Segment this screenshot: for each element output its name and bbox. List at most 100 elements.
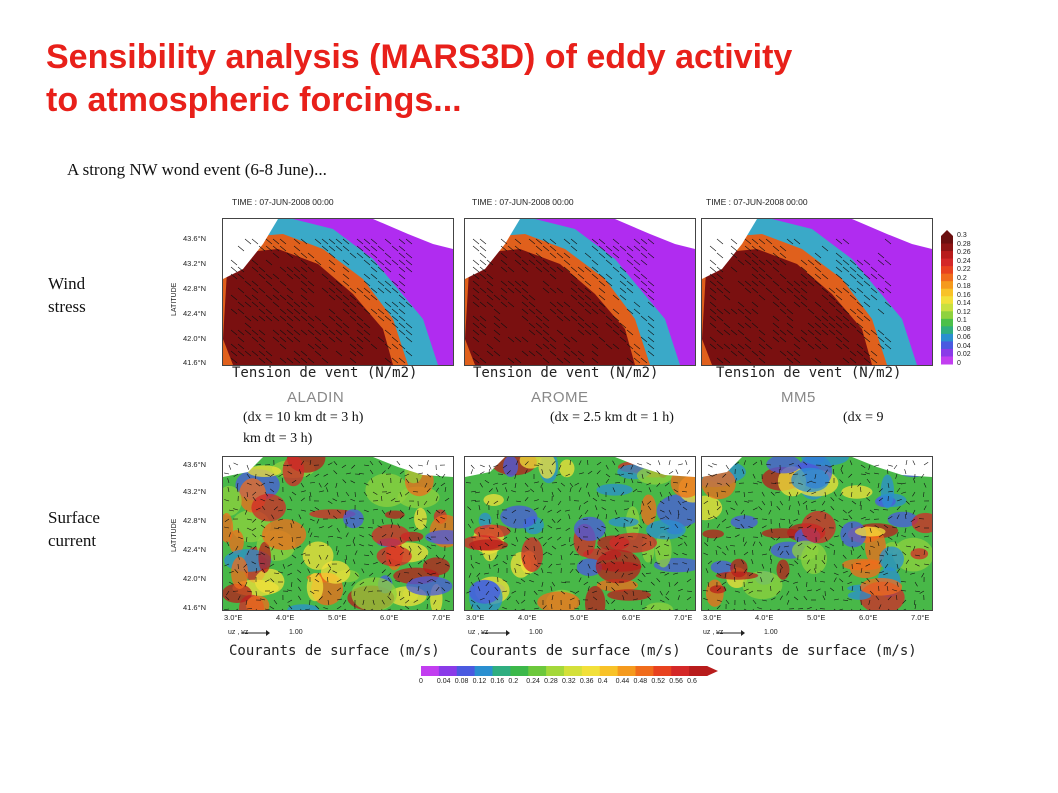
slide-title: Sensibility analysis (MARS3D) of eddy ac… bbox=[46, 36, 1036, 122]
surface-current-field bbox=[223, 457, 453, 610]
wind-caption-mm5: Tension de vent (N/m2) bbox=[716, 365, 902, 381]
colorbar-swatch bbox=[941, 288, 953, 297]
slide-subtitle: A strong NW wond event (6-8 June)... bbox=[67, 160, 327, 179]
current-caption-mm5: Courants de surface (m/s) bbox=[706, 643, 917, 659]
colorbar-swatch bbox=[546, 666, 565, 676]
wind-stress-colorbar bbox=[941, 230, 953, 365]
colorbar-tick-label: 0.24 bbox=[957, 257, 971, 265]
colorbar-swatch bbox=[941, 326, 953, 335]
colorbar-tick-label: 0.44 bbox=[615, 678, 630, 685]
vector-ref-arrow-icon bbox=[716, 630, 745, 636]
colorbar-swatch bbox=[941, 266, 953, 275]
current-caption-aladin: Courants de surface (m/s) bbox=[229, 643, 440, 659]
colorbar-swatch bbox=[941, 356, 953, 365]
lat-tick: 41.6°N bbox=[183, 603, 207, 612]
colorbar-tick-label: 0.24 bbox=[526, 678, 540, 685]
colorbar-swatch bbox=[941, 318, 953, 327]
colorbar-tick-label: 0.2 bbox=[508, 678, 519, 685]
colorbar-swatch bbox=[941, 273, 953, 282]
colorbar-tick-label: 0.14 bbox=[957, 300, 971, 308]
resolution-mm5-continued: km dt = 3 h) bbox=[243, 431, 313, 446]
vector-ref-value-aladin: 1.00 bbox=[289, 629, 303, 636]
lat-tick: 43.6°N bbox=[183, 460, 207, 469]
colorbar-tick-label: 0.28 bbox=[544, 678, 558, 685]
lat-tick: 42.0°N bbox=[183, 334, 207, 343]
colorbar-swatch bbox=[941, 258, 953, 267]
current-label-line-2: current bbox=[48, 531, 97, 550]
colorbar-swatch bbox=[941, 303, 953, 312]
surface-current-field bbox=[465, 457, 695, 610]
wind-time-label-arome: TIME : 07-JUN-2008 00:00 bbox=[472, 197, 574, 207]
lon-tick: 5.0°E bbox=[807, 613, 826, 622]
colorbar-swatch bbox=[941, 333, 953, 342]
lon-tick: 4.0°E bbox=[276, 613, 295, 622]
lat-tick: 42.8°N bbox=[183, 516, 207, 525]
lat-tick: 42.8°N bbox=[183, 284, 207, 293]
wind-stress-field bbox=[702, 219, 932, 365]
colorbar-tick-label: 0.1 bbox=[957, 317, 967, 325]
colorbar-swatch bbox=[941, 243, 953, 252]
colorbar-swatch bbox=[941, 341, 953, 350]
vector-ref-label-aladin: uz , vz bbox=[228, 629, 249, 636]
wind-stress-map-mm5 bbox=[701, 218, 933, 366]
surface-current-colorbar bbox=[421, 666, 718, 676]
vector-ref-value-mm5: 1.00 bbox=[764, 629, 778, 636]
colorbar-swatch bbox=[689, 666, 708, 676]
lat-tick: 42.0°N bbox=[183, 574, 207, 583]
colorbar-tick-label: 0.6 bbox=[687, 678, 697, 685]
lon-tick: 5.0°E bbox=[328, 613, 347, 622]
lon-tick: 3.0°E bbox=[466, 613, 485, 622]
lat-tick: 43.2°N bbox=[183, 487, 207, 496]
colorbar-tick-label: 0.26 bbox=[957, 249, 971, 257]
wind-stress-row-label: Wind stress bbox=[48, 272, 86, 318]
model-name-arome: AROME bbox=[531, 389, 589, 406]
colorbar-swatch bbox=[456, 666, 476, 676]
colorbar-swatch bbox=[599, 666, 619, 676]
colorbar-tick-label: 0.22 bbox=[957, 266, 971, 274]
colorbar-tick-label: 0.28 bbox=[957, 240, 971, 248]
lon-tick: 7.0°E bbox=[674, 613, 693, 622]
lat-tick: 42.4°N bbox=[183, 309, 207, 318]
colorbar-swatch bbox=[653, 666, 672, 676]
wind-label-line-2: stress bbox=[48, 297, 86, 316]
wind-stress-map-arome bbox=[464, 218, 696, 366]
surface-current-map-aladin bbox=[222, 456, 454, 611]
colorbar-swatch bbox=[581, 666, 601, 676]
title-line-1: Sensibility analysis (MARS3D) of eddy ac… bbox=[46, 38, 793, 76]
lon-tick: 3.0°E bbox=[224, 613, 243, 622]
vector-ref-label-arome: uz , vz bbox=[468, 629, 489, 636]
colorbar-max-arrow bbox=[707, 666, 718, 676]
lon-tick: 7.0°E bbox=[911, 613, 930, 622]
wind-caption-aladin: Tension de vent (N/m2) bbox=[232, 365, 418, 381]
colorbar-swatch bbox=[941, 236, 953, 245]
colorbar-swatch bbox=[564, 666, 583, 676]
colorbar-tick-label: 0.12 bbox=[472, 678, 487, 685]
surface-current-map-mm5 bbox=[701, 456, 933, 611]
resolution-aladin: (dx = 10 km dt = 3 h) bbox=[243, 410, 364, 425]
colorbar-swatch bbox=[941, 281, 953, 290]
colorbar-swatch bbox=[474, 666, 493, 676]
lon-tick: 7.0°E bbox=[432, 613, 451, 622]
colorbar-swatch bbox=[941, 251, 953, 260]
vector-ref-label-mm5: uz , vz bbox=[703, 629, 724, 636]
lon-tick: 6.0°E bbox=[622, 613, 641, 622]
colorbar-swatch bbox=[635, 666, 654, 676]
colorbar-tick-label: 0 bbox=[419, 678, 423, 685]
vector-ref-arrow-icon bbox=[481, 630, 510, 636]
colorbar-swatch bbox=[941, 348, 953, 357]
model-name-aladin: ALADIN bbox=[287, 389, 345, 406]
lat-tick: 41.6°N bbox=[183, 358, 207, 367]
colorbar-swatch bbox=[617, 666, 636, 676]
title-line-2: to atmospheric forcings... bbox=[46, 81, 462, 119]
colorbar-tick-label: 0.02 bbox=[957, 351, 971, 359]
wind-caption-arome: Tension de vent (N/m2) bbox=[473, 365, 659, 381]
colorbar-tick-label: 0.18 bbox=[957, 283, 971, 291]
colorbar-tick-label: 0.4 bbox=[597, 678, 608, 685]
lon-tick: 3.0°E bbox=[703, 613, 722, 622]
colorbar-tick-label: 0.36 bbox=[579, 678, 594, 685]
colorbar-tick-label: 0.08 bbox=[957, 325, 971, 333]
wind-time-label-mm5: TIME : 07-JUN-2008 00:00 bbox=[706, 197, 808, 207]
colorbar-tick-label: 0.2 bbox=[957, 274, 967, 282]
colorbar-tick-label: 0.56 bbox=[669, 678, 683, 685]
colorbar-tick-label: 0.32 bbox=[562, 678, 576, 685]
